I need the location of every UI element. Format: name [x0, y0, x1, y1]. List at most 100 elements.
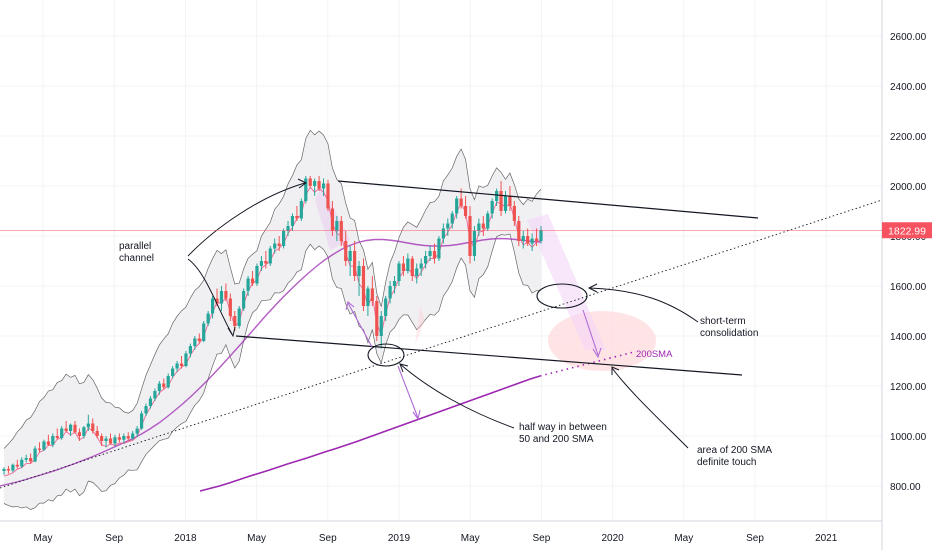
- candle-body: [490, 201, 494, 214]
- candle-body: [495, 191, 499, 201]
- candle-body: [428, 251, 432, 256]
- candle-body: [73, 424, 77, 433]
- candle-body: [162, 383, 166, 388]
- candle-body: [233, 316, 237, 326]
- band-lower: [3, 233, 542, 510]
- annotation-line: definite touch: [697, 457, 757, 468]
- y-tick-label: 2000.00: [890, 182, 927, 193]
- candle-body: [108, 438, 113, 444]
- sma20-line: [3, 186, 542, 477]
- candle-body: [339, 221, 343, 241]
- candle-body: [415, 268, 419, 276]
- annotation-half-way: half way in between 50 and 200 SMA: [519, 422, 607, 445]
- candle-body: [384, 298, 388, 316]
- candle-body: [197, 338, 201, 341]
- candle-body: [193, 338, 197, 346]
- candle-body: [366, 288, 370, 306]
- candle-body: [77, 432, 82, 436]
- candle-body: [313, 181, 317, 186]
- candle-body: [335, 221, 339, 231]
- candle-body: [521, 236, 525, 241]
- arrowhead: [587, 283, 598, 293]
- candle-body: [299, 201, 303, 219]
- candle-body: [370, 288, 374, 301]
- candle-body: [228, 298, 232, 316]
- moving-averages: [0, 186, 635, 492]
- annotation-line: parallel: [119, 241, 151, 252]
- candle-body: [401, 263, 406, 271]
- candle-body: [379, 316, 383, 336]
- halfway-circle: [367, 343, 405, 367]
- candle-body: [104, 438, 108, 441]
- candle-body: [410, 258, 414, 276]
- annotation-short-term: short-term consolidation: [700, 316, 758, 339]
- candle-body: [139, 413, 144, 429]
- candle-body: [20, 459, 24, 467]
- candle-body: [6, 469, 11, 471]
- candle-body: [82, 427, 86, 436]
- candle-body: [455, 198, 459, 214]
- candle-body: [100, 436, 104, 441]
- candlestick-series[interactable]: [2, 176, 543, 475]
- x-tick-label: May: [34, 533, 53, 544]
- candle-body: [281, 231, 286, 246]
- candle-body: [33, 448, 37, 462]
- candle-body: [157, 383, 161, 391]
- candle-body: [446, 223, 450, 229]
- candle-body: [499, 191, 503, 211]
- candle-body: [268, 248, 272, 264]
- candle-body: [246, 278, 250, 291]
- y-tick-label: 1600.00: [890, 282, 927, 293]
- arrowhead: [592, 347, 602, 359]
- bollinger-band: [3, 129, 542, 510]
- sma200-line: [199, 375, 541, 492]
- candle-body: [295, 216, 299, 219]
- purple-double-arrow: [347, 302, 373, 348]
- candle-body: [286, 226, 290, 231]
- candle-body: [406, 258, 410, 271]
- candle-body: [472, 231, 477, 256]
- x-tick-label: 2018: [174, 533, 197, 544]
- arrowhead: [345, 301, 355, 311]
- x-tick-label: Sep: [105, 533, 123, 544]
- candle-body: [188, 346, 192, 354]
- candle-body: [250, 278, 255, 284]
- candle-body: [397, 263, 401, 281]
- candle-body: [375, 301, 379, 336]
- candle-body: [512, 206, 516, 221]
- candle-body: [46, 441, 50, 445]
- candle-body: [255, 266, 259, 284]
- candle-body: [153, 391, 157, 399]
- long-trend-line: [0, 199, 883, 489]
- candle-body: [37, 448, 42, 450]
- band-fill: [4, 130, 541, 510]
- sma200-label: 200SMA: [636, 349, 673, 360]
- candle-body: [477, 223, 481, 231]
- candle-body: [206, 313, 210, 324]
- candle-body: [344, 241, 348, 261]
- candle-body: [171, 368, 175, 376]
- channel-arrow-up: [187, 182, 306, 257]
- x-tick-label: May: [674, 533, 693, 544]
- x-tick-label: May: [461, 533, 480, 544]
- candle-body: [42, 441, 46, 450]
- candle-body: [357, 266, 361, 276]
- candle-body: [24, 458, 28, 460]
- arrowhead: [412, 409, 421, 421]
- trend-lines[interactable]: [0, 178, 883, 489]
- candle-body: [91, 423, 95, 431]
- candle-body: [224, 291, 228, 299]
- candle-body: [326, 183, 330, 209]
- x-axis: May Sep 2018 May Sep 2019 May Sep 2020 May Sep 2021: [34, 533, 838, 544]
- candle-body: [179, 363, 184, 366]
- annotation-area-200sma: area of 200 SMA definite touch: [697, 445, 772, 468]
- last-price-badge: [882, 222, 932, 239]
- candle-body: [308, 178, 312, 186]
- y-tick-label: 2200.00: [890, 132, 927, 143]
- candle-body: [517, 221, 521, 241]
- y-tick-label: 1200.00: [890, 382, 927, 393]
- x-tick-label: Sep: [319, 533, 337, 544]
- candle-body: [463, 206, 468, 216]
- candle-body: [166, 376, 170, 388]
